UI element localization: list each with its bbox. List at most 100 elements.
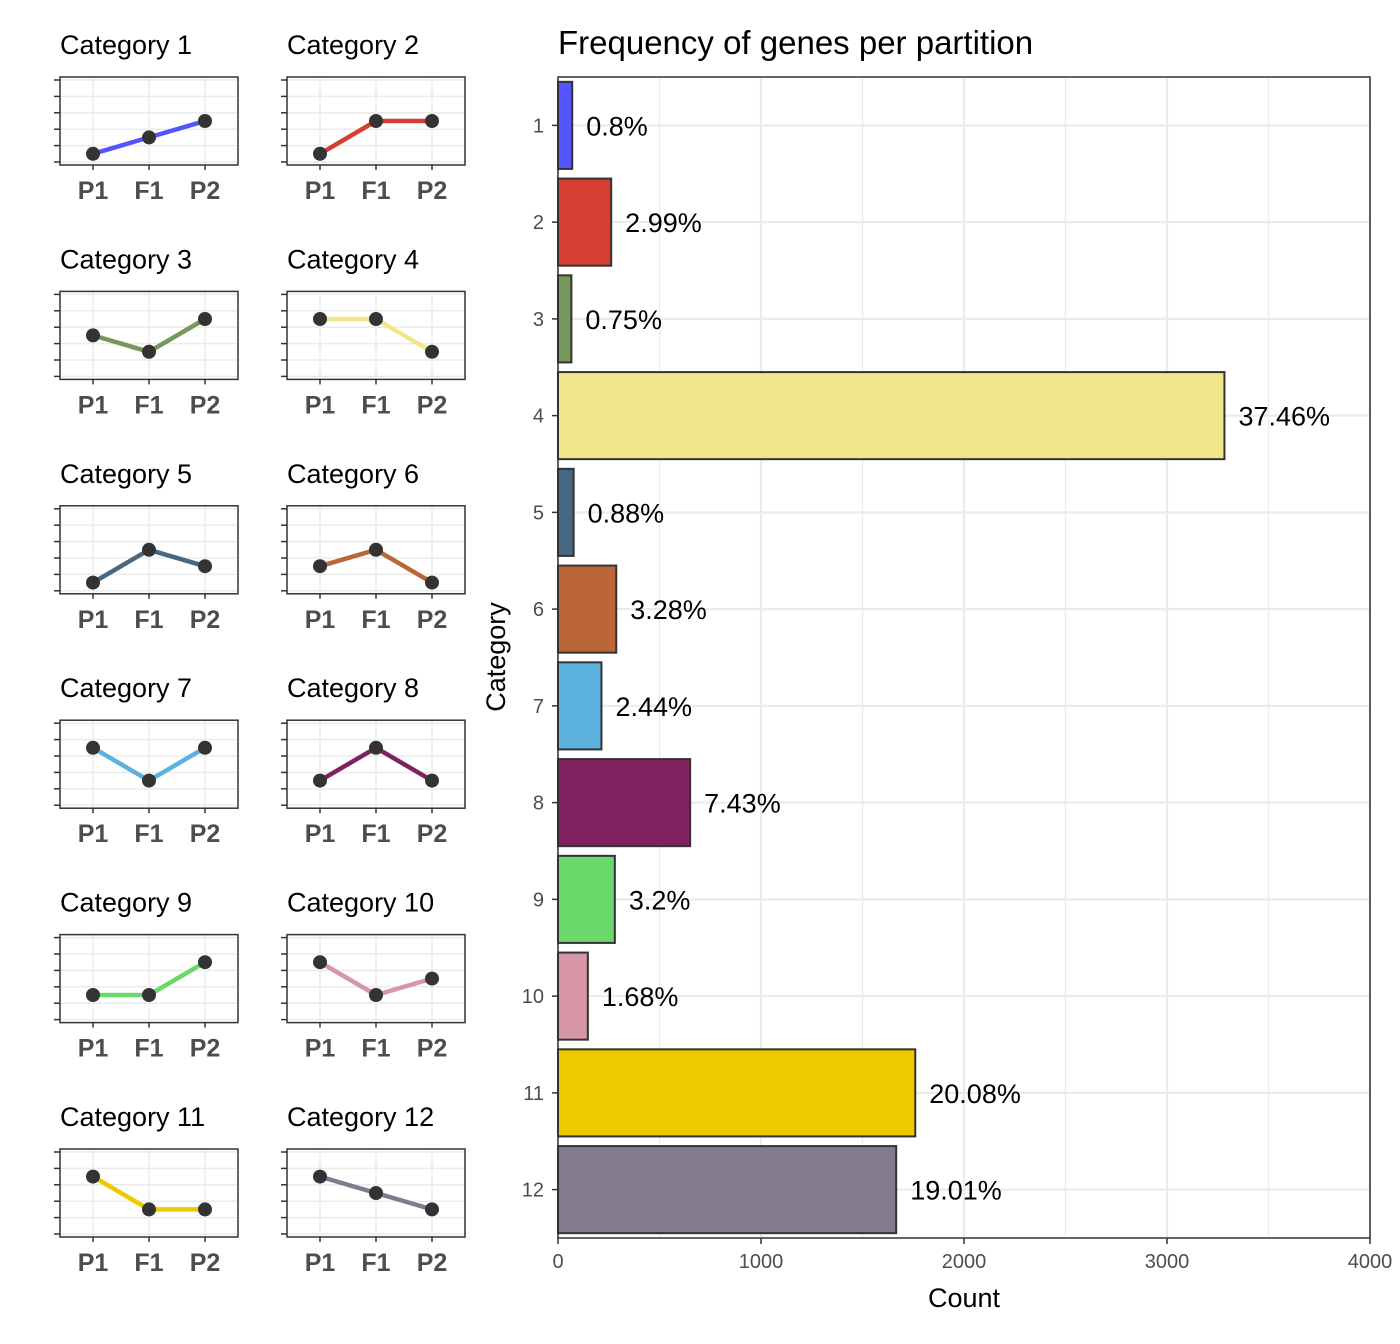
panel-title: Category 2 [287,30,419,60]
panel-border [286,933,466,1024]
profile-point-F1 [369,312,383,326]
x-tick-label: F1 [134,820,163,848]
x-tick-label: P2 [190,820,221,848]
y-tick-label: 10 [522,986,544,1008]
panel-border [59,719,239,809]
profile-point-P2 [198,740,212,755]
panel-title: Category 5 [60,459,192,489]
bar-category-8 [557,758,692,848]
x-tick-label: P2 [190,1249,221,1277]
x-tick-label: P2 [190,606,221,634]
x-tick-label: P2 [190,1035,221,1063]
profile-point-P2 [425,1202,439,1217]
bar-category-1 [557,80,574,170]
bar-percent-label: 2.44% [615,692,692,722]
bar-percent-label: 19.01% [910,1176,1002,1206]
bar-category-6 [557,564,618,654]
profile-point-F1 [142,542,156,557]
panel-border [286,1148,466,1238]
profile-panel-4: Category 4 P1 F1 P2 [281,244,466,419]
x-tick-label: P1 [78,391,109,419]
y-axis-title: Category [481,602,511,712]
panel-title: Category 9 [60,888,192,918]
x-tick-label: F1 [361,606,390,634]
panel-border [59,505,239,595]
panel-border [59,290,239,381]
profile-point-P1 [86,328,100,343]
profile-point-P1 [86,575,100,590]
bar-percent-label: 0.88% [588,498,665,528]
x-tick-label: P2 [417,1249,448,1277]
x-tick-label: P2 [417,1035,448,1063]
profile-point-P1 [313,955,327,970]
y-tick-label: 4 [533,406,544,428]
panel-border [59,1148,239,1238]
bar-category-12 [557,1145,898,1235]
x-tick-label: 3000 [1145,1251,1190,1273]
x-tick-label: F1 [361,391,390,419]
x-tick-label: F1 [134,1035,163,1063]
x-tick-label: P1 [78,177,109,205]
y-tick-label: 7 [533,696,544,718]
bar-category-7 [557,661,603,751]
profile-point-P2 [425,971,439,986]
x-tick-label: P1 [305,177,336,205]
panel-border [286,290,466,381]
y-tick-label: 5 [533,502,544,524]
plot-border [557,76,1371,1239]
panel-title: Category 4 [287,244,419,274]
profile-point-F1 [142,344,156,359]
profile-point-P1 [86,740,100,755]
profile-point-P2 [198,312,212,326]
panel-title: Category 1 [60,30,192,60]
profile-panel-3: Category 3 P1 F1 P2 [54,244,239,419]
x-tick-label: F1 [361,1249,390,1277]
x-tick-label: F1 [134,606,163,634]
bar-category-2 [557,177,613,267]
x-axis-title: Count [928,1283,1001,1313]
x-tick-label: F1 [361,177,390,205]
profile-point-F1 [369,988,383,1002]
profile-point-F1 [142,988,156,1002]
x-tick-label: P1 [305,820,336,848]
profile-panel-5: Category 5 P1 F1 P2 [54,459,239,634]
bar-percent-label: 2.99% [625,208,702,238]
profile-point-P2 [198,1202,212,1217]
y-tick-label: 12 [522,1180,544,1202]
x-tick-label: P2 [417,820,448,848]
profile-point-F1 [369,542,383,557]
panel-title: Category 3 [60,244,192,274]
bar-percent-label: 3.2% [629,885,691,915]
profile-point-F1 [369,740,383,755]
x-tick-label: F1 [134,177,163,205]
profile-point-P1 [313,773,327,788]
profile-point-P1 [86,146,100,161]
x-tick-label: P1 [78,1249,109,1277]
x-tick-label: P2 [417,177,448,205]
x-tick-label: P1 [305,606,336,634]
x-tick-label: 4000 [1348,1251,1393,1273]
panel-title: Category 8 [287,673,419,703]
profile-point-P2 [425,114,439,128]
x-tick-label: P2 [417,391,448,419]
profile-point-P2 [198,955,212,970]
profile-point-P1 [313,312,327,326]
panel-title: Category 7 [60,673,192,703]
y-tick-label: 6 [533,599,544,621]
bar-category-11 [557,1048,917,1138]
bar-category-10 [557,951,589,1041]
profile-point-P2 [425,344,439,359]
profile-panel-2: Category 2 P1 F1 P2 [281,30,466,205]
profile-point-F1 [142,1202,156,1217]
x-tick-label: F1 [134,391,163,419]
profile-point-F1 [369,1186,383,1200]
panel-title: Category 11 [60,1102,205,1132]
profile-point-P1 [313,559,327,574]
bar-percent-label: 3.28% [630,595,707,625]
profile-panel-12: Category 12 P1 F1 P2 [281,1102,466,1277]
bar-percent-label: 37.46% [1238,402,1330,432]
panel-title: Category 10 [287,888,434,918]
panel-border [286,505,466,595]
